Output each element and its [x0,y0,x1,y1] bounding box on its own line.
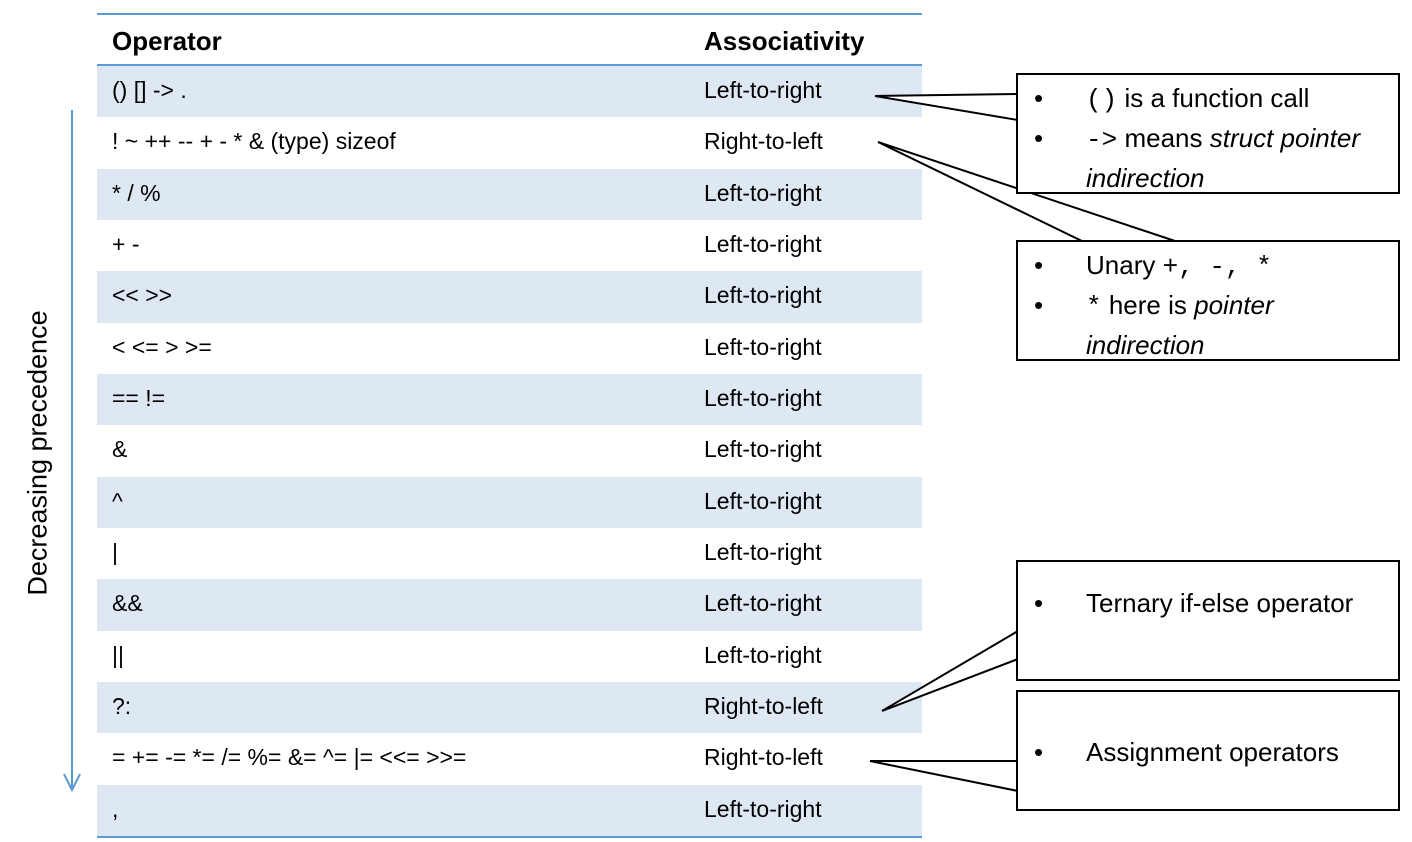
table-row: + - Left-to-right [97,220,922,271]
table-row: () [] -> . Left-to-right [97,66,922,118]
associativity-cell: Left-to-right [704,539,822,566]
code-unary-ops: +, -, * [1162,252,1272,282]
operator-cell: || [112,641,124,668]
operator-cell: && [112,590,143,617]
precedence-arrow-head [63,773,81,793]
header-operator: Operator [112,26,222,56]
associativity-cell: Right-to-left [704,128,823,155]
operator-cell: ! ~ ++ -- + - * & (type) sizeof [112,128,396,155]
note-unary: Unary +, -, * * here is pointer indirect… [1016,240,1400,361]
associativity-cell: Left-to-right [704,641,822,668]
table-top-rule [97,13,922,15]
associativity-cell: Left-to-right [704,282,822,309]
table-row: == != Left-to-right [97,374,922,426]
code-arrow: -> [1086,125,1118,155]
associativity-cell: Left-to-right [704,436,822,463]
associativity-cell: Left-to-right [704,77,822,103]
associativity-cell: Left-to-right [704,231,822,258]
associativity-cell: Left-to-right [704,487,822,514]
operator-cell: ?: [112,693,132,720]
operator-cell: | [112,539,118,566]
associativity-cell: Right-to-left [704,744,823,771]
table-row: , Left-to-right [97,784,922,837]
table-bottom-rule [97,836,922,839]
note-assignment: Assignment operators [1016,690,1400,811]
code-paren: () [1086,85,1118,115]
associativity-cell: Left-to-right [704,795,822,822]
table-row: * / % Left-to-right [97,168,922,221]
operator-cell: << >> [112,282,173,309]
header-associativity: Associativity [704,26,865,56]
table-row: ! ~ ++ -- + - * & (type) sizeof Right-to-… [97,117,922,168]
associativity-cell: Right-to-left [704,693,823,720]
function-call-pointer [874,92,1019,122]
table-row: ^ Left-to-right [97,476,922,529]
operator-cell: ^ [112,487,123,514]
associativity-cell: Left-to-right [704,333,822,360]
associativity-cell: Left-to-right [704,179,822,206]
operator-cell: & [112,436,128,463]
table-row: < <= > >= Left-to-right [97,323,922,374]
note-unary-item-1: Unary +, -, * [1018,246,1398,286]
table-row: ?: Right-to-left [97,682,922,734]
note-assignment-item: Assignment operators [1018,733,1398,771]
table-row: << >> Left-to-right [97,271,922,323]
operator-cell: = += -= *= /= %= &= ^= |= <<= >>= [112,744,467,771]
operator-cell: * / % [112,179,161,206]
table-row: && Left-to-right [97,579,922,631]
note-unary-item-2: * here is pointer indirection [1018,286,1398,364]
table-body: () [] -> . Left-to-right ! ~ ++ -- + - * &… [97,66,922,837]
associativity-cell: Left-to-right [704,590,822,617]
operator-cell: < <= > >= [112,333,212,360]
note-ternary: Ternary if-else operator [1016,560,1400,681]
operator-cell: == != [112,385,166,412]
note-function-call: () is a function call -> means struct po… [1016,73,1400,194]
note-ternary-item: Ternary if-else operator [1018,584,1358,622]
ternary-pointer [881,629,1019,712]
note-function-call-item-1: () is a function call [1018,79,1398,119]
table-row: = += -= *= /= %= &= ^= |= <<= >>= Right-t… [97,733,922,784]
table-row: || Left-to-right [97,631,922,682]
operator-cell: () [] -> . [112,77,187,103]
note-function-call-item-2: -> means struct pointer indirection [1018,119,1398,197]
table-header: Operator Associativity [97,15,922,64]
table-header-rule [97,64,922,66]
code-star: * [1086,292,1102,322]
operator-cell: , [112,795,119,822]
assignment-pointer [869,760,1019,793]
table-row: & Left-to-right [97,425,922,476]
operator-cell: + - [112,231,140,258]
table-row: | Left-to-right [97,528,922,579]
associativity-cell: Left-to-right [704,385,822,412]
